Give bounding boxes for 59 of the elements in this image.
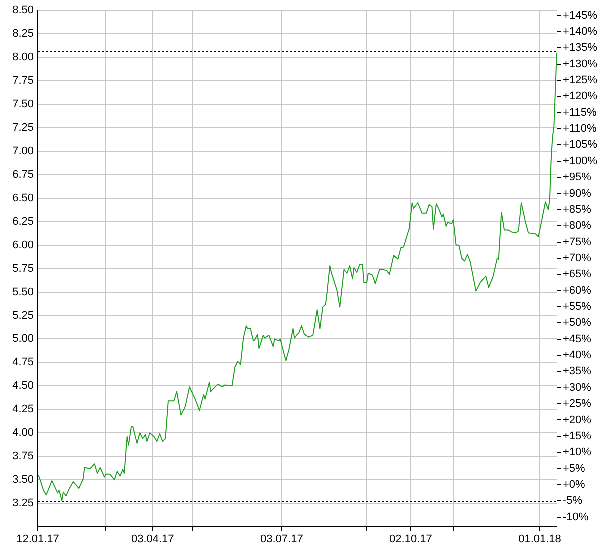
y2-tick-label: +65%: [563, 268, 592, 281]
y-tick-label: 8.25: [12, 28, 34, 40]
y-tick-label: 3.75: [12, 450, 34, 463]
x-tick-label: 01.01.18: [518, 534, 562, 546]
y2-tick-label: +115%: [563, 106, 597, 119]
y2-tick-label: +10%: [563, 446, 592, 459]
y2-tick-label: +60%: [563, 284, 592, 297]
y2-tick-label: +95%: [563, 172, 592, 184]
y-tick-label: 7.75: [12, 75, 34, 88]
y2-tick-label: +25%: [563, 398, 592, 410]
y-tick-label: 3.25: [12, 498, 34, 510]
x-tick-label: 02.10.17: [390, 534, 432, 546]
y-tick-label: 4.25: [12, 404, 34, 416]
y2-tick-label: +130%: [563, 58, 598, 70]
y2-tick-label: +0%: [563, 478, 586, 491]
y2-tick-label: -5%: [563, 495, 583, 508]
y2-tick-label: +100%: [563, 155, 598, 168]
y-tick-label: 5.00: [12, 333, 34, 346]
y2-tick-label: +45%: [563, 333, 592, 346]
y2-tick-label: +145%: [563, 10, 598, 22]
y-tick-label: 7.25: [12, 122, 34, 134]
y2-tick-label: +110%: [563, 123, 597, 136]
x-tick-label: 03.07.17: [260, 534, 304, 546]
y2-tick-label: +125%: [563, 74, 598, 87]
y-tick-label: 6.00: [12, 239, 34, 252]
y2-tick-label: +55%: [563, 301, 592, 314]
y2-tick-label: +80%: [563, 220, 592, 232]
y-tick-label: 4.00: [12, 427, 34, 440]
y2-tick-label: +105%: [563, 139, 598, 152]
y-tick-label: 8.00: [12, 52, 34, 64]
y2-tick-label: +140%: [563, 26, 598, 38]
y2-tick-label: +30%: [563, 382, 592, 394]
y2-tick-label: +90%: [563, 188, 592, 200]
y-tick-label: 5.25: [12, 310, 34, 322]
y2-tick-label: +50%: [563, 317, 592, 330]
y-tick-label: 4.75: [12, 356, 34, 369]
y-tick-label: 5.75: [12, 262, 34, 275]
y-tick-label: 3.50: [12, 474, 34, 486]
y2-tick-label: +120%: [563, 90, 598, 103]
y2-tick-label: +70%: [563, 252, 592, 264]
x-tick-label: 03.04.17: [131, 534, 174, 546]
y2-tick-label: +35%: [563, 366, 592, 378]
y-tick-label: 6.25: [12, 216, 34, 228]
y-tick-label: 6.50: [12, 192, 34, 204]
y2-tick-label: -10%: [563, 511, 589, 524]
y-tick-label: 7.00: [12, 145, 34, 158]
y2-tick-label: +85%: [563, 204, 592, 216]
y2-tick-label: +75%: [563, 236, 592, 248]
y-tick-label: 4.50: [12, 380, 34, 392]
y2-tick-label: +5%: [563, 462, 586, 475]
y-tick-label: 8.50: [12, 4, 34, 17]
y2-tick-label: +40%: [563, 350, 592, 362]
y2-tick-label: +135%: [563, 42, 598, 54]
y2-tick-label: +20%: [563, 414, 592, 426]
x-tick-label: 12.01.17: [16, 534, 60, 546]
y2-tick-label: +15%: [563, 430, 592, 442]
y-tick-label: 7.50: [12, 98, 34, 111]
y-tick-label: 5.50: [12, 286, 34, 298]
y-tick-label: 6.75: [12, 168, 34, 181]
